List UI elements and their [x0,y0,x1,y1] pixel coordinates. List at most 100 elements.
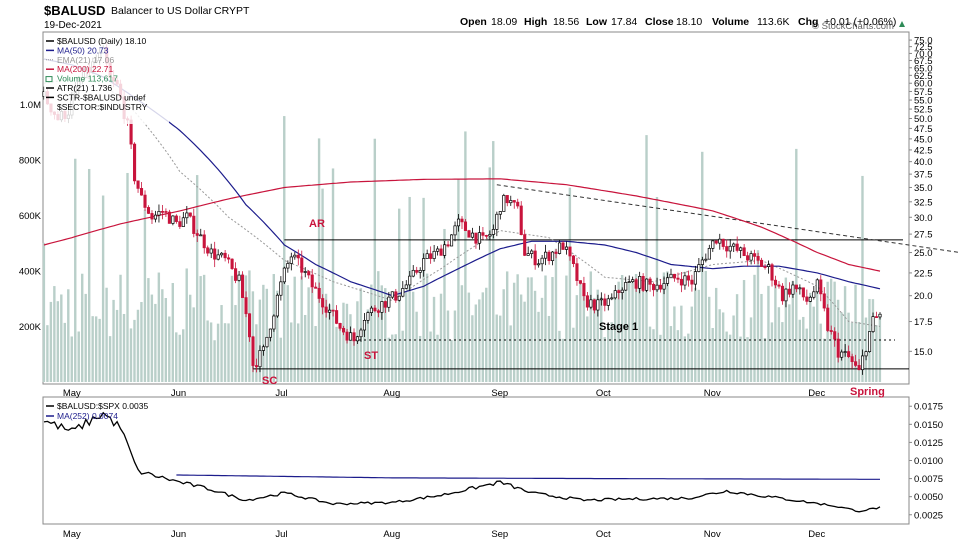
volume-bar [596,289,599,382]
candle [547,250,551,265]
candle [143,190,147,211]
volume-bar [708,296,711,382]
volume-bar [380,285,383,382]
quote-bar: Open 18.09 High 18.56 Low 17.84 Close 18… [460,16,905,28]
candle [557,240,562,255]
volume-bar [70,336,73,382]
volume-bar [255,324,258,382]
volume-bar [401,330,404,382]
ratio-ma252-line [176,474,880,480]
legend-item: EMA(21) 17.06 [46,55,114,65]
volume-bar [418,335,422,382]
volume-bar [450,340,453,382]
volume-bar [150,294,154,382]
volume-bar [49,301,53,382]
candle [387,291,391,312]
candle [495,211,499,237]
volume-bar [505,271,509,382]
volume-bar [394,334,397,382]
chg-label: Chg [798,16,818,28]
volume-bar [763,337,767,382]
candle [819,275,823,302]
candle [223,250,227,262]
volume-bar [241,273,244,382]
volume-bar [404,291,408,382]
volume-tick-label: 800K [19,155,42,166]
candle [739,246,743,259]
candle [693,265,697,291]
volume-bar [161,289,164,382]
volume-bar [516,274,519,382]
volume-bar [683,336,687,382]
volume-bar [669,326,673,382]
volume-bar [178,334,181,382]
candle [342,325,346,336]
candle [286,260,290,273]
volume-bar [530,277,533,382]
volume-bar [673,306,676,382]
candle [188,212,192,218]
volume-bar [223,323,227,382]
volume-bar [648,326,652,382]
candle [836,332,840,363]
candle [355,335,360,344]
volume-bar [509,325,512,382]
x-tick-label: Dec [808,529,825,540]
candle [763,263,767,270]
volume-bar [756,250,760,382]
volume-bar [136,309,140,382]
volume-bar [582,286,586,382]
volume-bar [143,209,147,382]
volume-bar [133,319,136,382]
y-tick-label: 22.5 [914,268,933,279]
candle [833,327,837,347]
volume-bar [666,271,669,382]
candle [850,353,854,369]
candle [261,344,266,356]
candle [756,252,760,265]
y-tick-label: 42.5 [914,145,933,156]
candle [174,214,178,224]
x-tick-label: Nov [704,388,721,399]
volume-bar [739,336,742,382]
candle [620,287,624,300]
candle [686,270,690,287]
candle [474,232,478,249]
volume-bar [342,302,345,382]
y-tick-label: 67.5 [914,56,933,67]
volume-bar [770,322,774,382]
legend-text: SCTR-$BALUSD undef [57,92,146,102]
volume-bar [84,293,87,382]
volume-bar [338,328,342,382]
legend-item: SCTR-$BALUSD undef [46,92,146,102]
volume-bar [216,323,220,382]
volume-bar [544,275,547,382]
candle [258,345,262,373]
candle [491,224,495,239]
candle [282,266,286,284]
volume-bar [189,294,192,382]
volume-tick-label: 400K [19,266,42,277]
volume-bar [746,337,749,382]
candle [606,294,610,311]
y-tick-label: 0.0150 [914,420,943,431]
volume-bar [331,168,335,382]
volume-tick-label: 1.0M [20,100,41,111]
x-tick-label: Oct [596,388,611,399]
volume-bar [638,280,641,382]
candle [404,280,408,290]
candle [652,282,656,297]
x-tick-label: Jun [171,529,186,540]
volume-bar [624,290,627,382]
volume-bar [74,158,77,382]
candle [300,250,304,280]
price-panel-frame [42,31,910,385]
candle [436,246,440,256]
volume-bar [554,248,558,382]
candle [874,311,879,318]
candle [690,274,694,292]
candle [631,276,635,284]
downtrend-line [496,184,959,253]
